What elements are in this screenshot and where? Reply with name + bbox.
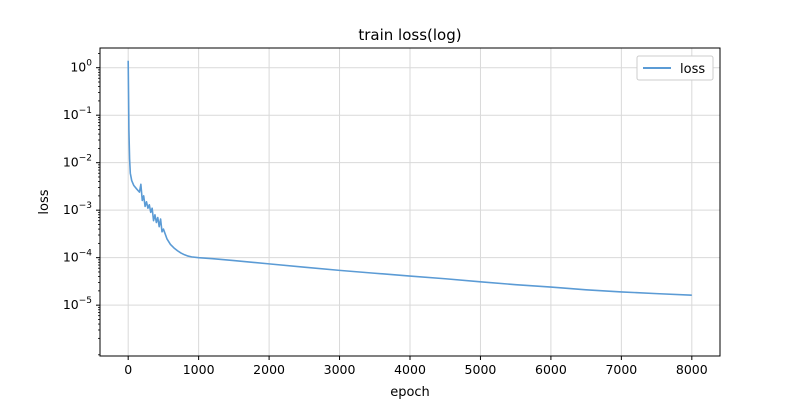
legend-label-loss: loss (680, 62, 705, 77)
y-tick-base: 10 (63, 202, 79, 217)
x-axis: 0 1000 2000 3000 4000 5000 6000 7000 8000 (124, 356, 708, 377)
y-tick-label: 10−1 (63, 106, 92, 122)
x-tick-label: 3000 (324, 362, 356, 377)
y-tick-exponent: 0 (86, 59, 92, 69)
y-tick-exponent: −2 (79, 154, 92, 164)
plot-area (127, 60, 692, 297)
x-tick-label: 1000 (183, 362, 215, 377)
y-tick-label: 10−4 (63, 249, 92, 265)
grid (100, 48, 720, 356)
series-line-loss (127, 60, 692, 297)
x-tick-label: 2000 (253, 362, 285, 377)
x-tick-label: 4000 (394, 362, 426, 377)
y-tick-exponent: −3 (79, 201, 92, 211)
y-tick-base: 10 (63, 297, 79, 312)
y-tick-exponent: −4 (79, 249, 93, 259)
y-tick-exponent: −1 (79, 106, 92, 116)
chart-title: train loss(log) (358, 26, 461, 44)
y-tick-label: 10−5 (63, 296, 92, 312)
legend: loss (636, 55, 714, 81)
x-tick-label: 0 (124, 362, 132, 377)
x-axis-label: epoch (390, 385, 430, 400)
y-tick-base: 10 (70, 60, 86, 75)
y-tick-label: 10−2 (63, 154, 92, 170)
x-tick-label: 6000 (535, 362, 567, 377)
y-tick-label: 10−3 (63, 201, 92, 217)
y-tick-base: 10 (63, 155, 79, 170)
y-axis-label: loss (37, 189, 52, 214)
x-tick-label: 7000 (605, 362, 637, 377)
y-tick-base: 10 (63, 250, 79, 265)
x-tick-label: 5000 (465, 362, 497, 377)
legend-box (636, 55, 714, 81)
y-tick-exponent: −5 (79, 296, 92, 306)
x-tick-label: 8000 (676, 362, 708, 377)
y-tick-base: 10 (63, 107, 79, 122)
y-tick-label: 100 (70, 59, 92, 75)
